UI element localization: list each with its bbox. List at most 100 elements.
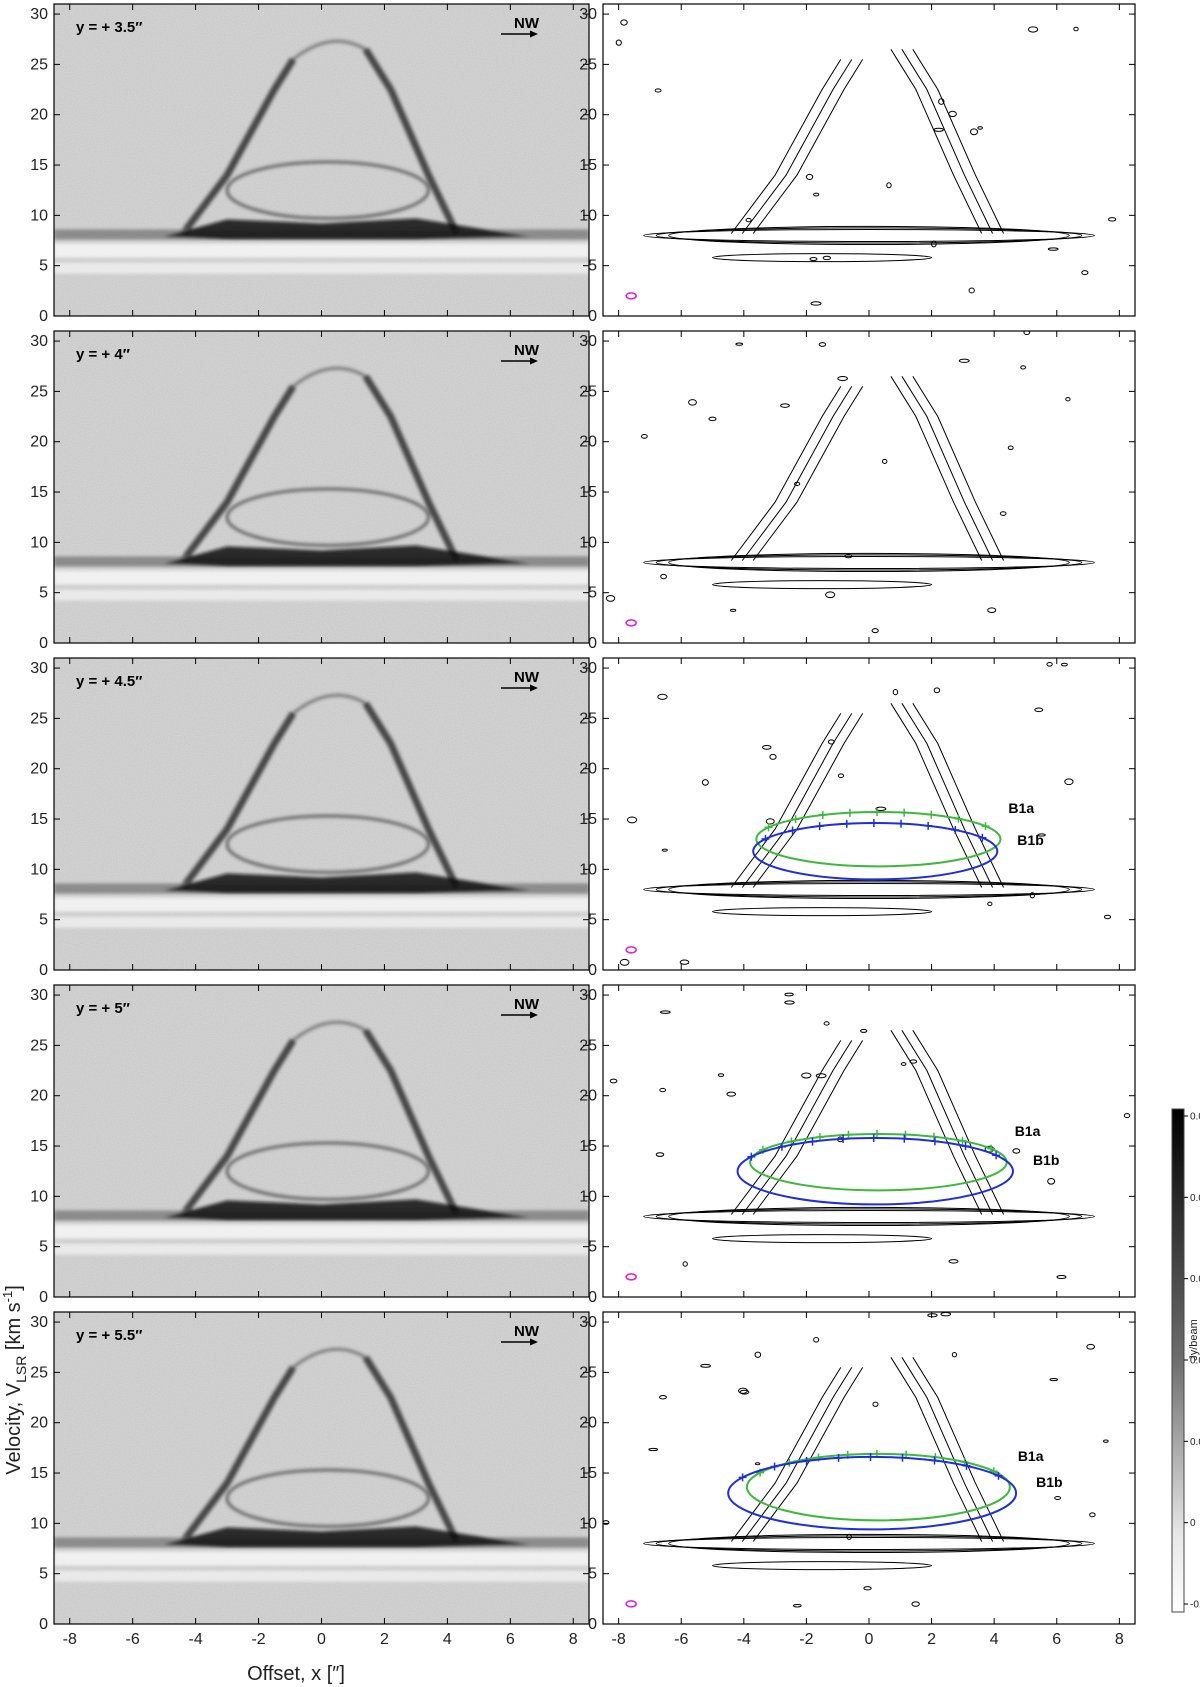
y-tick-label: 20 xyxy=(579,1415,597,1432)
noise-contour xyxy=(871,628,879,634)
y-tick-label: 0 xyxy=(39,635,48,652)
y-tick-label: 5 xyxy=(588,1239,597,1256)
panel-plot-area xyxy=(54,4,589,316)
colorbar-tick-label: 0.04 xyxy=(1190,1193,1200,1204)
noise-contour xyxy=(968,287,975,294)
x-tick-label: -4 xyxy=(189,1631,203,1648)
y-tick-label: 15 xyxy=(579,811,597,828)
x-tick-label: 6 xyxy=(506,1631,515,1648)
y-tick-label: 30 xyxy=(30,6,48,23)
ellipse-label-b1a: B1a xyxy=(1008,800,1034,816)
noise-contour xyxy=(1123,1113,1131,1119)
noise-contour xyxy=(1073,26,1079,32)
colorbar-tick-label: 0.02 xyxy=(1190,1356,1200,1367)
y-tick-label: 20 xyxy=(579,434,597,451)
y-tick-label: 0 xyxy=(588,1616,597,1633)
y-tick-label: 25 xyxy=(30,383,48,400)
panel-plot-area xyxy=(603,4,1135,316)
noise-contour xyxy=(1108,217,1117,222)
contour-background xyxy=(603,331,1135,643)
absorption-band xyxy=(54,243,589,258)
x-tick-label: 0 xyxy=(317,1631,326,1648)
contour-level xyxy=(668,1533,1070,1554)
panel-plot-area xyxy=(603,985,1135,1297)
inner-ring xyxy=(225,1468,431,1528)
x-tick-label: -2 xyxy=(799,1631,813,1648)
noise-contour xyxy=(1046,662,1053,667)
contour-level xyxy=(752,1367,864,1542)
greyscale-pv-panel: y = + 3.5″ NW 0 5 10 15 20 25 30 xyxy=(30,3,590,325)
absorption-band xyxy=(54,262,589,274)
noise-contour xyxy=(892,688,899,696)
y-tick-label: 30 xyxy=(579,333,597,350)
y-tick-label: 10 xyxy=(579,1188,597,1205)
y-tick-label: 30 xyxy=(30,1314,48,1331)
noise-contour xyxy=(730,608,737,612)
noise-contour xyxy=(837,773,845,779)
emission-features xyxy=(54,1347,589,1582)
panel-plot-area xyxy=(54,658,589,970)
x-tick-label: -8 xyxy=(612,1631,626,1648)
contour-level xyxy=(890,49,983,234)
noise-contour xyxy=(654,88,662,93)
noise-contour xyxy=(927,1313,938,1318)
colorbar-tick-label: 0.01 xyxy=(1190,1437,1200,1448)
colorbar: 0.05 0.04 0.03 0.02 0.01 0 -0.01 Jy/beam xyxy=(1171,1108,1200,1613)
noise-contour xyxy=(1012,1148,1021,1154)
y-tick-label: 5 xyxy=(588,258,597,275)
y-tick-label: 30 xyxy=(579,987,597,1004)
contour-level xyxy=(712,1234,933,1244)
y-tick-label: 25 xyxy=(579,56,597,73)
noise-contour xyxy=(825,591,836,599)
contour-level xyxy=(668,879,1070,900)
noise-contour xyxy=(813,1337,820,1343)
y-tick-label: 10 xyxy=(30,207,48,224)
contour-level xyxy=(912,1357,1005,1542)
contour-level xyxy=(655,1208,1083,1225)
y-tick-label: 25 xyxy=(579,383,597,400)
contour-lines xyxy=(619,662,1112,966)
absorption-band xyxy=(54,1224,589,1239)
ellipse-label-b1b: B1b xyxy=(1033,1152,1059,1168)
contour-level xyxy=(643,1536,1095,1551)
noise-contour xyxy=(805,173,814,180)
contour-level xyxy=(712,1561,933,1571)
y-tick-label: 15 xyxy=(579,1465,597,1482)
contour-level xyxy=(752,59,864,234)
noise-contour xyxy=(603,1520,610,1525)
beam-ellipse xyxy=(625,1273,637,1281)
contour-level xyxy=(668,552,1070,573)
contour-level xyxy=(730,386,842,561)
inner-ring xyxy=(225,814,431,874)
noise-contour xyxy=(860,1028,868,1033)
ellipse-label-b1b: B1b xyxy=(1036,1474,1062,1490)
noise-contour xyxy=(754,1351,762,1358)
colorbar-tick-label: -0.01 xyxy=(1190,1600,1200,1611)
contour-level xyxy=(901,1030,994,1215)
direction-label: NW xyxy=(514,1323,540,1340)
noise-contour xyxy=(930,240,937,248)
lobe-cap xyxy=(292,366,367,388)
noise-contour xyxy=(700,1363,711,1368)
outflow-lobe-east xyxy=(180,711,297,890)
noise-contour xyxy=(822,255,831,261)
contour-level xyxy=(643,555,1095,570)
y-tick-label: 0 xyxy=(39,308,48,325)
panel-plot-area xyxy=(603,658,1135,970)
noise-contour xyxy=(823,1021,830,1026)
noise-contour xyxy=(863,1586,872,1591)
y-tick-label: 0 xyxy=(39,962,48,979)
absorption-band xyxy=(54,570,589,585)
contour-level xyxy=(752,1040,864,1215)
colorbar-tick-label: 0 xyxy=(1190,1518,1196,1529)
contour-lines xyxy=(615,19,1117,306)
y-tick-label: 10 xyxy=(579,1515,597,1532)
base-ridge-core xyxy=(164,872,530,894)
contour-level xyxy=(890,1030,983,1215)
absorption-band xyxy=(54,897,589,912)
noise-contour xyxy=(784,1000,795,1005)
inner-ring xyxy=(225,487,431,547)
noise-contour xyxy=(784,992,794,997)
noise-contour xyxy=(1061,662,1068,667)
y-tick-label: 20 xyxy=(579,1088,597,1105)
